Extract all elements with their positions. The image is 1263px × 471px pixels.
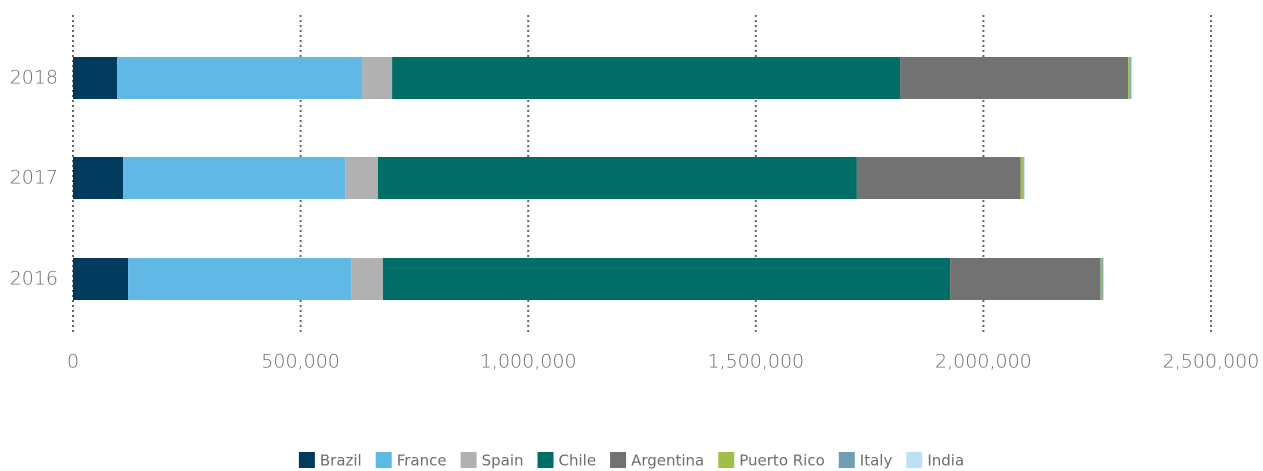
y-tick-label: 2018 — [10, 67, 58, 89]
bar-segment — [1128, 57, 1130, 99]
legend-label: India — [927, 452, 964, 470]
bar-segment — [1103, 258, 1105, 300]
x-tick-label: 2,000,000 — [935, 351, 1032, 373]
bar-segment — [1129, 57, 1131, 99]
bar-segment — [1102, 258, 1104, 300]
legend-label: Puerto Rico — [739, 452, 825, 470]
x-tick-label: 1,000,000 — [480, 351, 577, 373]
legend-label: France — [397, 452, 447, 470]
legend-swatch — [375, 452, 392, 468]
bar-segment — [362, 57, 393, 99]
bar-segment — [128, 258, 352, 300]
bar-segment — [351, 258, 383, 300]
bar-segment — [1130, 57, 1133, 99]
legend-swatch — [298, 452, 315, 468]
bar-segment — [856, 157, 1021, 199]
legend-swatch — [718, 452, 735, 468]
legend-label: Spain — [482, 452, 524, 470]
bar-segment — [73, 258, 129, 300]
legend-label: Italy — [860, 452, 893, 470]
bar-segment — [73, 57, 118, 99]
bar-segment — [950, 258, 1101, 300]
legend-label: Chile — [559, 452, 597, 470]
bar-segment — [382, 258, 951, 300]
legend-swatch — [838, 452, 855, 468]
y-tick-label: 2016 — [10, 268, 58, 290]
y-tick-label: 2017 — [10, 167, 58, 189]
x-tick-label: 500,000 — [261, 351, 340, 373]
bar-segment — [345, 157, 378, 199]
legend-label: Brazil — [320, 452, 362, 470]
bar-segment — [117, 57, 363, 99]
x-tick-label: 1,500,000 — [707, 351, 804, 373]
legend-swatch — [537, 452, 554, 468]
bar-segment — [1020, 157, 1024, 199]
legend-swatch — [460, 452, 477, 468]
bar-segment — [392, 57, 901, 99]
bar-segment — [1100, 258, 1103, 300]
bar-segment — [73, 157, 124, 199]
legend-swatch — [610, 452, 627, 468]
bar-segment — [900, 57, 1129, 99]
x-tick-label: 0 — [67, 351, 79, 373]
bar-segment — [377, 157, 857, 199]
x-tick-label: 2,500,000 — [1163, 351, 1260, 373]
bar-segment — [123, 157, 346, 199]
bar-segment — [1023, 157, 1025, 199]
legend-label: Argentina — [631, 452, 704, 470]
legend-swatch — [906, 452, 923, 468]
